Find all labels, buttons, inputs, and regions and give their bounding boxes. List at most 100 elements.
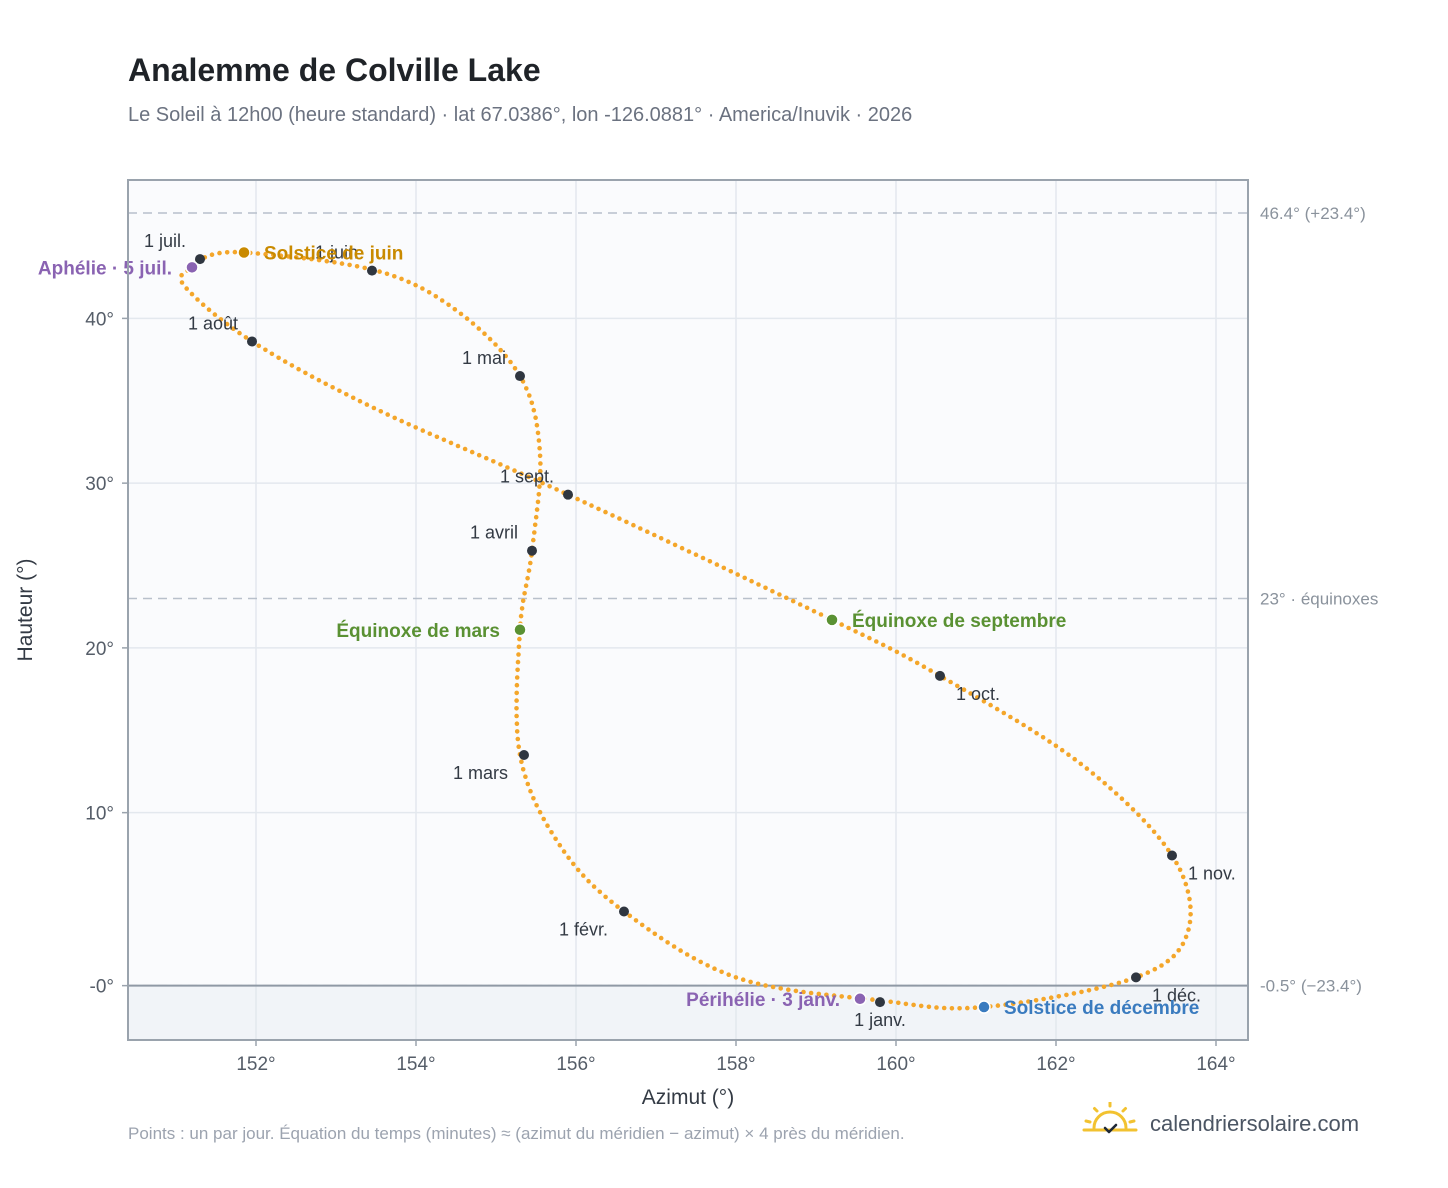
analemma-curve: [179, 249, 1193, 1011]
daily-sun-point: [955, 683, 960, 689]
daily-sun-point: [217, 250, 222, 256]
daily-sun-point: [316, 257, 322, 263]
daily-sun-point: [957, 1006, 962, 1011]
daily-sun-point: [531, 537, 536, 543]
daily-sun-point: [981, 699, 987, 704]
daily-sun-point: [514, 690, 519, 696]
daily-sun-point: [464, 316, 470, 321]
daily-sun-point: [797, 602, 803, 607]
daily-sun-point: [581, 873, 586, 878]
daily-sun-point: [296, 366, 301, 372]
daily-sun-point: [517, 636, 522, 642]
daily-sun-point: [1130, 807, 1136, 812]
x-tick-label: 158°: [716, 1054, 755, 1075]
daily-sun-point: [1176, 948, 1181, 953]
daily-sun-point: [224, 321, 230, 327]
daily-sun-point: [537, 453, 543, 459]
daily-sun-point: [748, 979, 753, 985]
daily-sun-point: [1151, 829, 1157, 835]
daily-sun-point: [1141, 818, 1147, 823]
month-marker-label: 1 févr.: [559, 919, 608, 939]
daily-sun-point: [1171, 953, 1176, 959]
event-marker: [185, 260, 199, 275]
daily-sun-point: [243, 335, 249, 340]
daily-sun-point: [286, 254, 291, 259]
event-label: Périhélie · 3 janv.: [686, 990, 840, 1011]
daily-sun-point: [633, 918, 639, 923]
plot-frame: [127, 179, 1249, 1041]
event-marker: [977, 1000, 991, 1014]
daily-sun-point: [816, 991, 822, 997]
daily-sun-point: [639, 922, 645, 928]
daily-sun-point: [860, 632, 865, 637]
daily-sun-point: [323, 381, 329, 387]
daily-sun-point: [1108, 786, 1113, 791]
daily-sun-point: [392, 274, 397, 279]
daily-sun-point: [526, 474, 531, 480]
daily-sun-point: [1109, 982, 1114, 988]
brand[interactable]: calendriersolaire.com: [1082, 1100, 1360, 1144]
daily-sun-point: [1026, 999, 1031, 1004]
daily-sun-point: [524, 386, 529, 391]
daily-sun-point: [1180, 874, 1186, 880]
daily-sun-point: [399, 276, 404, 282]
daily-sun-point: [350, 395, 356, 401]
daily-sun-point: [839, 994, 844, 999]
daily-sun-point: [293, 254, 299, 260]
daily-sun-point: [528, 560, 533, 566]
daily-sun-point: [691, 956, 697, 961]
daily-sun-point: [770, 984, 776, 990]
daily-sun-point: [575, 496, 580, 502]
daily-sun-point: [547, 484, 552, 489]
daily-sun-point: [508, 359, 513, 365]
daily-sun-point: [975, 695, 980, 700]
daily-sun-point: [1033, 998, 1039, 1003]
daily-sun-point: [928, 668, 933, 673]
daily-sun-point: [531, 796, 536, 801]
month-marker-label: 1 déc.: [1152, 985, 1201, 1005]
daily-sun-point: [1185, 889, 1191, 894]
daily-sun-point: [1096, 776, 1102, 781]
daily-sun-point: [603, 509, 608, 515]
footnote: Points : un par jour. Équation du temps …: [128, 1124, 905, 1143]
daily-sun-point: [344, 392, 349, 397]
below-horizon-area: [128, 985, 1248, 1040]
y-axis-label: Hauteur (°): [14, 559, 37, 662]
brand-name: calendriersolaire.com: [1150, 1111, 1360, 1136]
daily-sun-point: [282, 359, 288, 364]
month-marker: [515, 371, 525, 382]
daily-sun-point: [679, 545, 685, 551]
daily-sun-point: [874, 639, 879, 644]
daily-sun-point: [1072, 756, 1077, 762]
daily-sun-point: [714, 562, 720, 567]
daily-sun-point: [520, 767, 526, 772]
daily-sun-point: [846, 625, 851, 631]
daily-sun-point: [553, 836, 558, 842]
daily-sun-point: [994, 706, 1000, 712]
daily-sun-point: [309, 256, 314, 262]
daily-sun-point: [705, 963, 710, 968]
daily-sun-point: [914, 660, 920, 666]
daily-sun-point: [515, 667, 520, 673]
month-marker-label: 1 mai: [462, 348, 506, 368]
daily-sun-point: [209, 252, 215, 257]
daily-sun-point: [557, 842, 563, 848]
daily-sun-point: [646, 927, 651, 932]
daily-sun-point: [735, 572, 740, 577]
daily-sun-point: [498, 347, 504, 353]
daily-sun-point: [218, 317, 224, 322]
daily-sun-point: [1010, 1001, 1016, 1006]
daily-sun-point: [491, 459, 496, 464]
daily-sun-point: [392, 415, 398, 421]
daily-sun-point: [413, 282, 418, 288]
daily-sun-point: [733, 975, 739, 980]
daily-sun-point: [503, 353, 509, 359]
daily-sun-point: [399, 418, 405, 424]
month-marker-label: 1 janv.: [854, 1010, 906, 1030]
daily-sun-point: [512, 366, 518, 371]
daily-sun-point: [961, 687, 967, 692]
reference-line-label: 46.4° (+23.4°): [1260, 204, 1366, 223]
daily-sun-point: [533, 514, 539, 520]
daily-sun-point: [740, 977, 746, 982]
daily-sun-point: [406, 422, 412, 427]
